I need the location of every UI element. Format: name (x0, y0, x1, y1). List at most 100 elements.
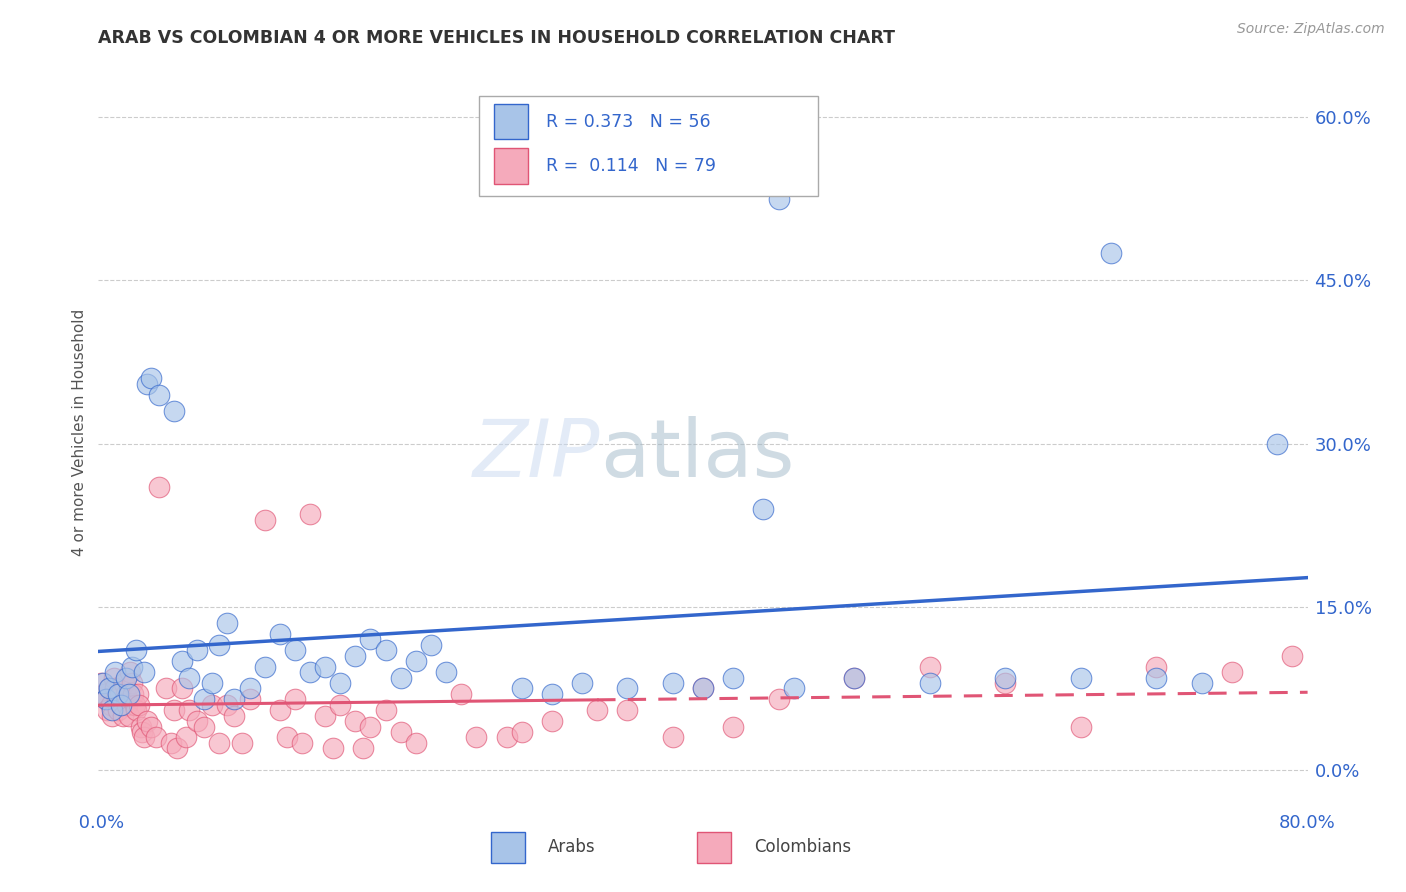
Point (98, 681, 121, 696)
Point (314, 708, 336, 723)
Point (141, 720, 163, 734)
Point (692, 681, 714, 696)
Point (103, 671, 125, 685)
Point (918, 659, 941, 673)
Point (96, 703, 118, 717)
Point (465, 731, 488, 745)
Text: Colombians: Colombians (754, 838, 851, 856)
Point (1267, 436, 1289, 450)
Point (239, 681, 262, 696)
Point (91, 676, 114, 690)
Text: R =  0.114   N = 79: R = 0.114 N = 79 (546, 157, 716, 175)
Point (253, 513, 276, 527)
Point (510, 681, 533, 696)
Point (121, 676, 143, 690)
Point (374, 703, 396, 717)
Point (1099, 246, 1122, 260)
Point (405, 736, 427, 750)
Point (121, 659, 143, 673)
Point (405, 654, 427, 668)
Point (768, 692, 790, 706)
Point (224, 708, 246, 723)
Text: ZIP: ZIP (472, 416, 600, 494)
Point (170, 681, 193, 696)
Point (135, 376, 157, 391)
Point (374, 643, 396, 657)
Point (352, 741, 374, 756)
Point (215, 698, 238, 712)
Point (108, 687, 131, 701)
Point (314, 659, 336, 673)
Point (253, 659, 276, 673)
Point (1191, 676, 1213, 690)
Point (269, 703, 291, 717)
Point (450, 687, 472, 701)
Point (276, 731, 298, 745)
Point (752, 501, 775, 516)
Point (1220, 665, 1243, 680)
Point (104, 681, 127, 696)
Point (193, 720, 215, 734)
Point (112, 676, 135, 690)
Point (616, 703, 638, 717)
Point (918, 676, 941, 690)
Point (844, 671, 866, 685)
Point (135, 714, 157, 728)
Point (1146, 671, 1168, 685)
Point (145, 731, 167, 745)
Point (208, 736, 231, 750)
Point (94, 692, 117, 706)
Point (118, 708, 141, 723)
Point (571, 676, 593, 690)
Point (231, 736, 253, 750)
Point (661, 676, 683, 690)
Point (131, 725, 153, 739)
Point (90, 676, 112, 690)
Point (114, 687, 136, 701)
Point (110, 698, 132, 712)
Text: R = 0.373   N = 56: R = 0.373 N = 56 (546, 112, 710, 130)
Point (299, 508, 322, 522)
Point (291, 736, 314, 750)
Point (166, 741, 188, 756)
Point (329, 676, 352, 690)
Point (360, 632, 382, 647)
Point (269, 627, 291, 641)
Point (148, 480, 170, 494)
Point (160, 736, 183, 750)
Point (132, 731, 155, 745)
Point (174, 731, 197, 745)
Point (193, 692, 215, 706)
Point (1281, 648, 1303, 663)
Point (994, 671, 1017, 685)
Point (101, 708, 124, 723)
Point (115, 698, 138, 712)
Point (344, 648, 367, 663)
Point (107, 703, 129, 717)
Point (163, 404, 186, 418)
Point (98, 681, 121, 696)
Point (1070, 671, 1092, 685)
Point (111, 708, 134, 723)
Point (179, 703, 201, 717)
Point (994, 676, 1017, 690)
Point (692, 681, 714, 696)
Point (360, 720, 382, 734)
Point (434, 665, 457, 680)
Point (201, 698, 224, 712)
Point (284, 643, 307, 657)
Point (661, 731, 683, 745)
Point (110, 698, 132, 712)
Point (163, 703, 186, 717)
FancyBboxPatch shape (479, 95, 818, 195)
Point (93, 687, 115, 701)
Point (329, 698, 352, 712)
Point (510, 725, 533, 739)
FancyBboxPatch shape (697, 831, 731, 863)
Point (201, 676, 224, 690)
FancyBboxPatch shape (494, 148, 527, 184)
Point (239, 692, 262, 706)
Point (208, 638, 231, 652)
Point (540, 687, 562, 701)
Point (344, 714, 367, 728)
